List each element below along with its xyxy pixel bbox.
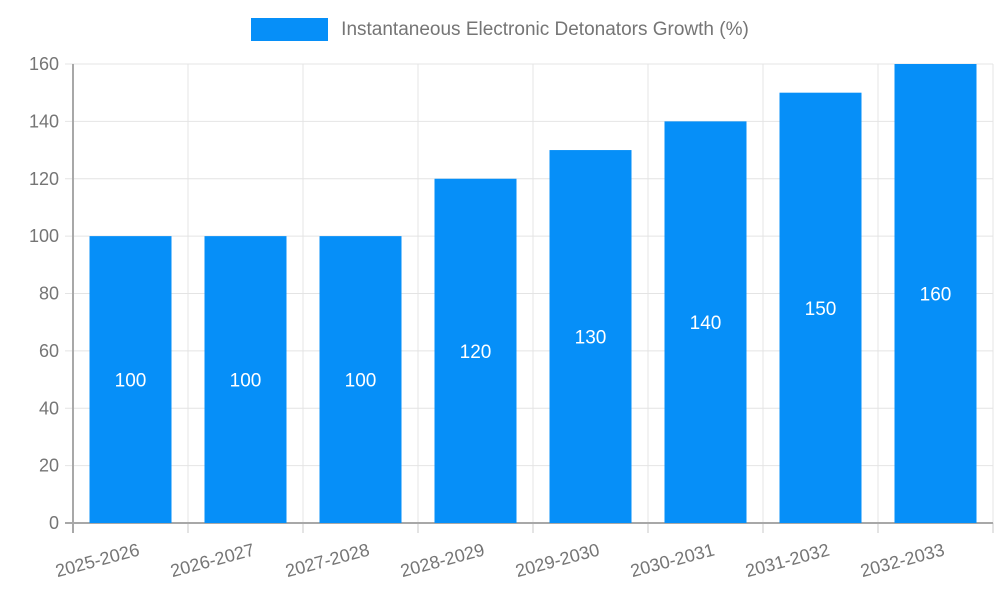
y-axis-tick-label: 60 (39, 341, 59, 361)
legend-swatch (251, 18, 329, 41)
y-axis-tick-label: 140 (29, 111, 59, 131)
bar-2030-2031[interactable] (664, 121, 747, 523)
y-axis-tick-label: 40 (39, 398, 59, 418)
legend-label: Instantaneous Electronic Detonators Grow… (341, 18, 749, 40)
x-axis-category-label: 2026-2027 (168, 540, 256, 582)
bar-value-label: 100 (115, 371, 147, 392)
bar-2029-2030[interactable] (549, 150, 632, 523)
bar-2032-2033[interactable] (894, 64, 977, 523)
bar-value-label: 160 (920, 285, 952, 306)
y-axis-tick-label: 100 (29, 226, 59, 246)
bar-2027-2028[interactable] (319, 236, 402, 523)
x-axis-category-label: 2027-2028 (283, 540, 371, 582)
bar-value-label: 130 (575, 328, 607, 349)
x-axis-category-label: 2029-2030 (513, 540, 601, 582)
x-axis-category-label: 2030-2031 (628, 540, 716, 582)
x-axis-category-label: 2025-2026 (53, 540, 141, 582)
y-axis-tick-label: 120 (29, 169, 59, 189)
x-axis-category-label: 2032-2033 (858, 540, 946, 582)
y-axis-tick-label: 80 (39, 284, 59, 304)
y-axis-tick-label: 20 (39, 456, 59, 476)
x-axis-category-label: 2028-2029 (398, 540, 486, 582)
bar-value-label: 100 (345, 371, 377, 392)
x-axis-category-label: 2031-2032 (743, 540, 831, 582)
bar-value-label: 120 (460, 342, 492, 363)
y-axis-tick-label: 160 (29, 54, 59, 74)
bar-value-label: 140 (690, 313, 722, 334)
bar-2028-2029[interactable] (434, 178, 517, 523)
bar-value-label: 100 (230, 371, 262, 392)
bar-2031-2032[interactable] (779, 92, 862, 523)
bar-value-label: 150 (805, 299, 837, 320)
legend-item[interactable]: Instantaneous Electronic Detonators Grow… (0, 18, 1000, 41)
bar-2026-2027[interactable] (204, 236, 287, 523)
y-axis-tick-label: 0 (49, 513, 59, 533)
bar-2025-2026[interactable] (89, 236, 172, 523)
